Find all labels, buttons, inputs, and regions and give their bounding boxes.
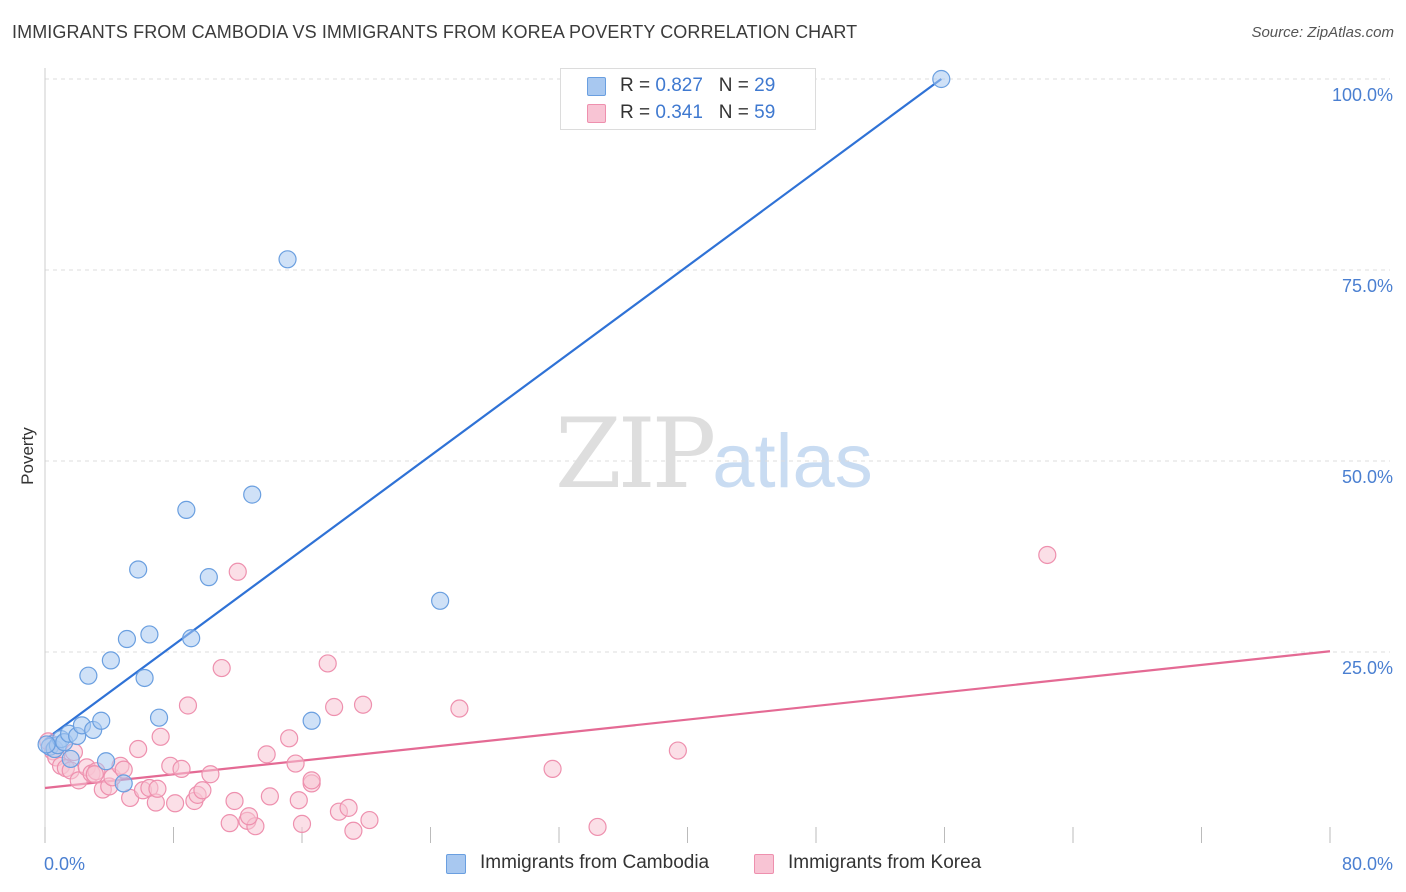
korea-point (360, 810, 379, 830)
cambodia-point (61, 749, 80, 769)
korea-point (257, 745, 276, 764)
cambodia-point (431, 591, 450, 610)
axes (44, 68, 1331, 843)
legend-label-korea: Immigrants from Korea (788, 852, 982, 873)
y-tick-label: 50.0% (1342, 467, 1393, 487)
korea-point (201, 765, 220, 784)
korea-point (292, 814, 312, 834)
korea-point (225, 791, 244, 811)
y-tick-label: 25.0% (1342, 658, 1393, 678)
korea-point (344, 821, 363, 840)
cambodia-point (96, 752, 116, 771)
y-tick-label: 100.0% (1332, 85, 1393, 105)
cambodia-point (101, 651, 120, 670)
trend-line-korea (44, 650, 1331, 790)
legend-r-value-cambodia: 0.827 (655, 75, 703, 96)
korea-point (286, 754, 305, 773)
legend-r-label: R = (620, 102, 656, 123)
legend-n-label: N = (718, 102, 755, 123)
y-axis-label: Poverty (18, 427, 37, 485)
korea-point (178, 696, 198, 715)
correlation-legend: R = 0.827 N = 29 R = 0.341 N = 59 (560, 68, 816, 130)
cambodia-point (129, 560, 148, 579)
cambodia-point (932, 69, 951, 89)
legend-n-value-korea: 59 (754, 102, 776, 123)
korea-point (280, 729, 299, 748)
korea-point (318, 654, 337, 673)
cambodia-point (199, 568, 218, 587)
cambodia-point (135, 668, 154, 688)
legend-swatch-korea (754, 854, 774, 874)
korea-point (450, 699, 469, 718)
korea-point (353, 695, 373, 714)
korea-point (148, 779, 167, 798)
korea-point (325, 697, 344, 717)
korea-point (260, 787, 279, 806)
trend-lines (44, 78, 1331, 790)
legend-n-label: N = (718, 75, 755, 96)
legend-swatch-cambodia (587, 77, 606, 96)
korea-point (172, 759, 191, 778)
korea-point (228, 562, 247, 581)
cambodia-point (243, 485, 262, 504)
korea-point (668, 741, 687, 760)
korea-point (85, 765, 104, 784)
cambodia-point (302, 711, 321, 730)
y-tick-label: 75.0% (1342, 276, 1393, 296)
legend-r-value-korea: 0.341 (655, 102, 703, 123)
x-tick-label: 0.0% (44, 854, 85, 874)
korea-point (302, 771, 321, 790)
cambodia-point (92, 711, 111, 730)
cambodia-point (149, 708, 169, 727)
data-points (37, 69, 1057, 840)
cambodia-point (140, 625, 159, 644)
legend-swatch-korea (587, 104, 606, 123)
grid-lines (45, 78, 1390, 653)
legend-n-value-cambodia: 29 (754, 75, 776, 96)
legend-r-label: R = (620, 75, 656, 96)
cambodia-point (117, 629, 137, 649)
korea-point (129, 739, 148, 759)
cambodia-point (177, 500, 196, 519)
korea-point (289, 791, 308, 810)
korea-point (1038, 545, 1057, 565)
korea-point (339, 798, 358, 817)
cambodia-point (79, 666, 98, 685)
watermark-zip: ZIP (555, 398, 716, 510)
korea-point (166, 794, 185, 813)
korea-point (212, 658, 231, 678)
cambodia-point (182, 629, 201, 648)
korea-point (543, 759, 562, 778)
tick-labels: 25.0% 50.0% 75.0% 100.0% 0.0% 80.0% (44, 85, 1393, 874)
legend-label-cambodia: Immigrants from Cambodia (480, 852, 710, 873)
cambodia-point (278, 250, 297, 269)
korea-point (588, 817, 607, 837)
korea-point (193, 781, 212, 800)
source-label: Source: ZipAtlas.com (1251, 24, 1394, 41)
korea-point (151, 727, 170, 746)
cambodia-point (114, 774, 133, 793)
trend-line-cambodia (44, 78, 942, 741)
korea-point (220, 814, 239, 833)
korea-point (239, 807, 259, 826)
chart-title: IMMIGRANTS FROM CAMBODIA VS IMMIGRANTS F… (12, 22, 858, 42)
x-tick-label: 80.0% (1342, 854, 1393, 874)
series-legend: Immigrants from Cambodia Immigrants from… (0, 852, 1406, 878)
legend-swatch-cambodia (446, 854, 466, 874)
cambodia-point (37, 735, 56, 754)
